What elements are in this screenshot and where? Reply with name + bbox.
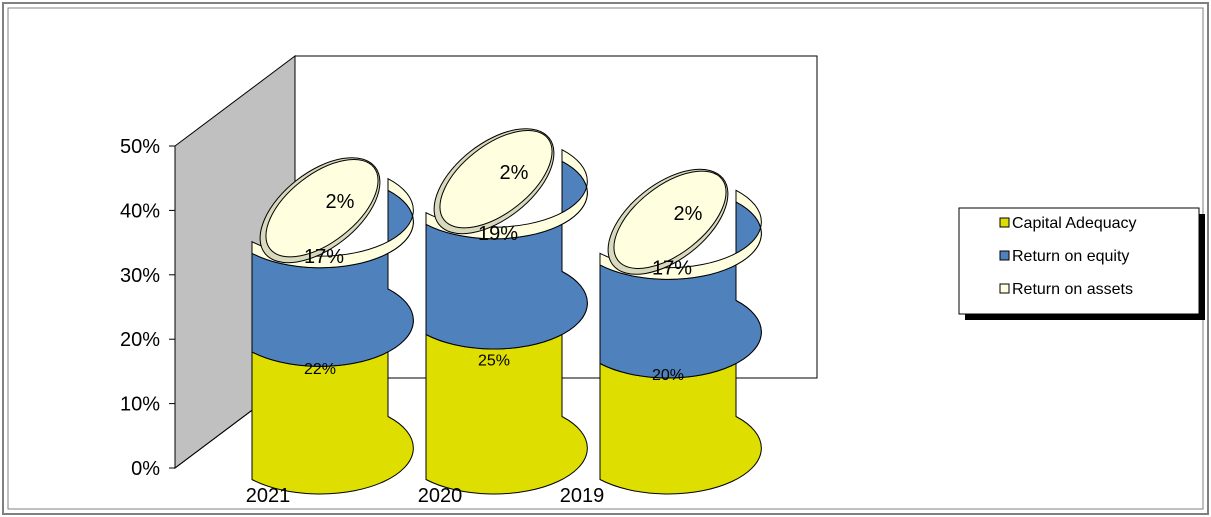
data-label: 2%	[326, 191, 355, 213]
y-tick-label: 50%	[120, 136, 160, 158]
bar-segment-2-2	[599, 189, 762, 280]
data-label: 17%	[304, 246, 344, 268]
bar-top-0	[265, 159, 379, 258]
data-label: 2%	[500, 162, 529, 184]
bars	[251, 128, 762, 495]
legend-label: Return on assets	[1012, 281, 1133, 298]
data-label: 19%	[478, 223, 518, 245]
legend-swatch	[999, 217, 1010, 228]
legend-label: Capital Adequacy	[1012, 215, 1137, 232]
data-label: 25%	[478, 353, 510, 370]
data-label: 17%	[652, 258, 692, 280]
y-tick-label: 0%	[131, 458, 160, 480]
data-label: 20%	[652, 367, 684, 384]
y-axis: 0% 10% 20% 30% 40% 50%	[120, 136, 176, 480]
bar-segment-1-2	[425, 148, 588, 240]
y-tick-label: 10%	[120, 394, 160, 416]
legend-swatch	[999, 250, 1010, 261]
legend-box	[958, 207, 1200, 315]
x-axis: 2021 2020 2019	[246, 485, 605, 507]
data-label: 2%	[674, 203, 703, 225]
y-tick-label: 20%	[120, 329, 160, 351]
x-tick-label: 2019	[560, 485, 605, 507]
y-tick-label: 30%	[120, 265, 160, 287]
bar-segment-0-2	[251, 177, 414, 269]
y-tick-label: 40%	[120, 200, 160, 222]
bar-top-1	[439, 130, 553, 229]
data-label: 22%	[304, 361, 336, 378]
bar-top-2	[613, 170, 727, 269]
x-tick-label: 2021	[246, 485, 291, 507]
x-tick-label: 2020	[418, 485, 463, 507]
legend: Capital Adequacy Return on equity Return o…	[958, 207, 1205, 320]
legend-label: Return on equity	[1012, 248, 1129, 265]
data-labels: 22% 17% 2% 25% 19% 2% 20% 17% 2%	[304, 162, 703, 384]
legend-swatch	[999, 283, 1010, 294]
